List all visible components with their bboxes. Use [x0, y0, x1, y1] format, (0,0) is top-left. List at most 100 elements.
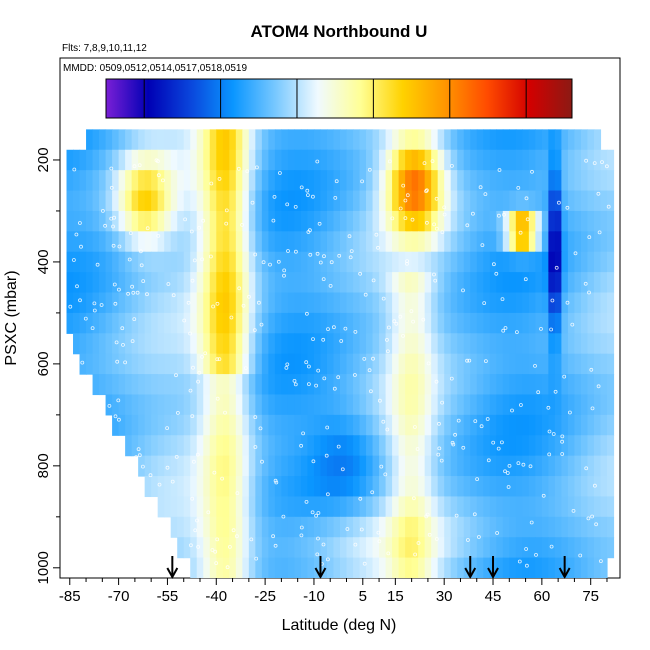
heatmap-cell [157, 496, 165, 518]
heatmap-cell [99, 149, 107, 171]
heatmap-cell [535, 210, 543, 232]
observation-point [318, 260, 323, 265]
heatmap-cell [561, 312, 569, 334]
heatmap-cell [326, 149, 335, 171]
heatmap-cell [372, 435, 380, 457]
heatmap-cell [248, 312, 256, 334]
heatmap-cell [222, 455, 230, 477]
heatmap-cell [496, 272, 504, 294]
heatmap-cell [170, 210, 178, 232]
heatmap-cell [346, 170, 354, 192]
observation-point [368, 389, 373, 394]
observation-point [234, 534, 239, 539]
heatmap-cell [105, 210, 113, 232]
heatmap-cell [164, 435, 172, 457]
heatmap-cell [372, 292, 380, 314]
heatmap-cell [450, 292, 458, 314]
observation-point [483, 192, 488, 197]
heatmap-cell [535, 149, 543, 171]
heatmap-cell [366, 170, 374, 192]
observation-point [409, 309, 414, 314]
heatmap-cell [548, 231, 556, 253]
heatmap-cell [340, 272, 348, 294]
heatmap-cell [522, 374, 530, 396]
heatmap-cell [248, 129, 256, 151]
heatmap-cell [274, 414, 282, 436]
observation-point [273, 543, 278, 548]
heatmap-cell [235, 516, 243, 538]
observation-point [470, 211, 475, 216]
heatmap-cell [431, 190, 439, 212]
x-tick-label: -70 [108, 588, 130, 605]
heatmap-cell [398, 312, 406, 334]
observation-point [74, 232, 79, 237]
heatmap-cell [411, 231, 419, 253]
heatmap-cell [392, 557, 400, 578]
heatmap-cell [216, 516, 224, 538]
heatmap-cell [444, 537, 452, 559]
heatmap-cell [398, 231, 406, 253]
heatmap-cell [431, 414, 439, 436]
heatmap-cell [489, 374, 497, 396]
heatmap-cell [125, 435, 133, 457]
heatmap-cell [196, 374, 204, 396]
heatmap-cell [574, 312, 582, 334]
heatmap-cell [567, 374, 576, 396]
heatmap-cell [353, 557, 361, 578]
heatmap-cell [580, 435, 589, 457]
heatmap-cell [125, 251, 133, 273]
heatmap-cell [509, 149, 517, 171]
heatmap-cell [476, 516, 484, 538]
heatmap-cell [522, 170, 530, 192]
heatmap-cell [183, 455, 191, 477]
heatmap-cell [437, 394, 445, 416]
heatmap-cell [509, 251, 517, 273]
heatmap-cell [476, 374, 484, 396]
heatmap-cell [300, 353, 309, 375]
colorbar-gradient [105, 78, 573, 119]
heatmap-cell [190, 537, 198, 559]
heatmap-cell [131, 210, 139, 232]
heatmap-cell [548, 312, 556, 334]
heatmap-cell [457, 190, 465, 212]
heatmap-cell [320, 374, 328, 396]
heatmap-cell [372, 496, 380, 518]
observation-points [68, 158, 611, 570]
heatmap-cell [235, 537, 243, 559]
heatmap-cell [502, 231, 510, 253]
observation-point [541, 493, 546, 498]
heatmap-cell [222, 374, 230, 396]
heatmap-cell [281, 353, 289, 375]
observation-point [568, 410, 572, 415]
heatmap-cell [567, 537, 576, 559]
heatmap-cell [340, 149, 348, 171]
heatmap-cell [587, 210, 595, 232]
heatmap-cell [340, 557, 348, 578]
observation-point [439, 458, 444, 463]
observation-point [131, 290, 136, 295]
observation-point [115, 359, 120, 364]
heatmap-cell [496, 516, 504, 538]
heatmap-cell [457, 476, 465, 498]
heatmap-cell [99, 231, 107, 253]
observation-point [518, 230, 523, 235]
heatmap-cell [209, 129, 217, 151]
heatmap-cell [255, 210, 263, 232]
heatmap-cell [92, 231, 100, 253]
observation-point [140, 464, 145, 469]
heatmap-cell [431, 476, 439, 498]
heatmap-cell [235, 476, 243, 498]
observation-point [547, 429, 552, 434]
heatmap-cell [561, 292, 569, 314]
heatmap-cell [333, 374, 341, 396]
observation-point [332, 386, 337, 391]
heatmap-cell [567, 414, 576, 436]
heatmap-cell [203, 435, 211, 457]
heatmap-cell [515, 414, 523, 436]
heatmap-cell [157, 210, 165, 232]
heatmap-cell [353, 149, 361, 171]
heatmap-cell [502, 210, 510, 232]
heatmap-cell [287, 170, 296, 192]
y-axis-label: PSXC (mbar) [3, 270, 20, 365]
heatmap-cell [606, 455, 615, 477]
